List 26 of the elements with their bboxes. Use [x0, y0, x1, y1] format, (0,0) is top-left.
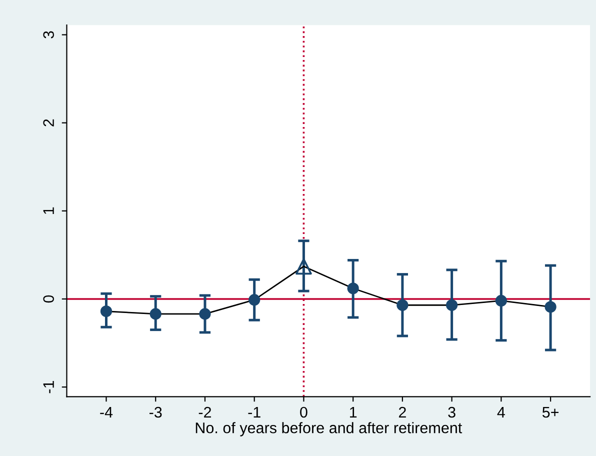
x-tick-label: 0 [300, 406, 308, 418]
x-tick-label: -1 [248, 407, 260, 418]
point [199, 308, 211, 320]
x-tick-label: -4 [100, 407, 113, 418]
point [248, 294, 260, 306]
x-axis-title: No. of years before and after retirement [196, 422, 462, 436]
y-tick-label: 2 [43, 119, 54, 126]
point [100, 305, 112, 318]
point [446, 299, 458, 311]
x-tick-label: 2 [398, 406, 406, 418]
point [396, 299, 408, 311]
y-tick-label: 3 [43, 31, 54, 38]
point [296, 258, 312, 275]
point [150, 308, 162, 320]
y-tick-label: 0 [43, 295, 54, 303]
y-tick-label: -1 [43, 380, 54, 394]
x-tick-label: -2 [198, 406, 212, 418]
point [544, 301, 556, 313]
x-tick-label: 3 [448, 406, 456, 418]
point [347, 282, 359, 294]
x-tick-label: 1 [350, 407, 357, 418]
y-tick-label: 1 [43, 207, 54, 214]
x-tick-label: -3 [150, 406, 162, 418]
x-tick-label: 5+ [542, 407, 559, 418]
x-tick-label: 4 [497, 407, 505, 418]
point [495, 294, 507, 307]
